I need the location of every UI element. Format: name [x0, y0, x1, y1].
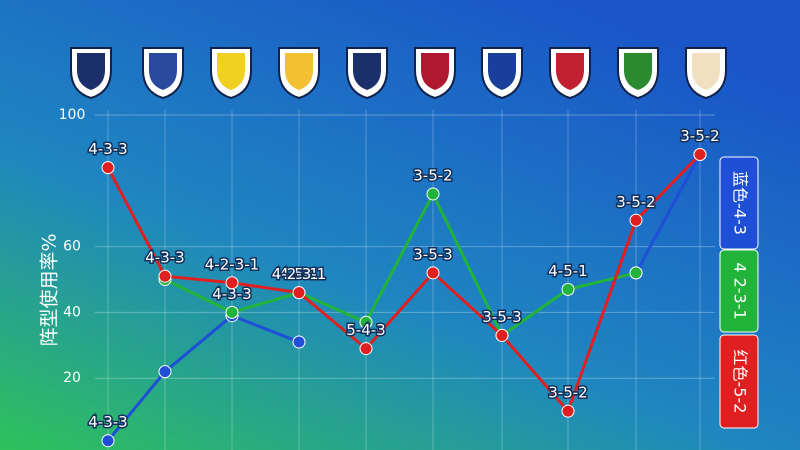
- data-point: [561, 282, 575, 296]
- data-point: [158, 365, 172, 379]
- legend-swatch: [719, 334, 759, 429]
- data-label: 4-3-3: [212, 285, 251, 303]
- data-label: 4-2-3-1: [272, 265, 326, 283]
- series-line: [164, 190, 637, 338]
- data-point: [359, 342, 373, 356]
- data-point: [292, 286, 306, 300]
- team-badge-inner: [353, 53, 381, 90]
- data-point: [359, 315, 373, 329]
- series-line: [106, 313, 300, 442]
- data-point: [292, 335, 306, 349]
- team-badge-inner: [77, 53, 105, 90]
- team-badges: [70, 47, 727, 100]
- series-line: [634, 153, 702, 274]
- series-line: [106, 153, 702, 415]
- team-badge-inner: [285, 53, 313, 90]
- data-label: 5-4-3: [346, 321, 385, 339]
- data-point: [101, 434, 115, 448]
- team-badge-inner: [692, 53, 720, 90]
- team-badge-inner: [421, 53, 449, 90]
- team-badge-inner: [556, 53, 584, 90]
- y-axis-label: 阵型使用率%: [39, 233, 61, 346]
- legend-swatch: [719, 249, 759, 333]
- team-badge-inner: [624, 53, 652, 90]
- data-label: 4-5-1: [279, 265, 318, 283]
- y-tick-label: 20: [63, 370, 81, 386]
- data-label: 4-3-3: [145, 249, 184, 267]
- legend-label: 红色-5-2: [731, 350, 750, 414]
- data-point: [693, 147, 707, 161]
- y-tick-label: 100: [59, 107, 86, 123]
- legend-swatch: [719, 156, 759, 250]
- data-point: [426, 187, 440, 201]
- team-badge-inner: [149, 53, 177, 90]
- data-label: 4-3-3: [88, 140, 127, 158]
- data-point: [426, 266, 440, 280]
- y-tick-label: 40: [63, 304, 81, 320]
- data-label: 4-5-1: [548, 262, 587, 280]
- team-badge-inner: [488, 53, 516, 90]
- data-point: [101, 161, 115, 175]
- data-label: 3-5-3: [413, 245, 452, 263]
- team-badge-inner: [217, 53, 245, 90]
- data-label: 4-3-3: [88, 413, 127, 431]
- data-point: [495, 328, 509, 342]
- data-point: [225, 305, 239, 319]
- data-point: [225, 276, 239, 290]
- data-label: 3-5-2: [616, 193, 655, 211]
- data-label: 3-5-2: [680, 127, 719, 145]
- legend-label: 4 2-3-1: [731, 262, 750, 319]
- data-label: 3-5-3: [482, 308, 521, 326]
- y-tick-label: 60: [63, 239, 81, 255]
- data-label: 3-5-2: [413, 166, 452, 184]
- data-label: 3-5-2: [548, 384, 587, 402]
- data-point: [561, 404, 575, 418]
- legend-label: 蓝色-4-3: [731, 171, 750, 235]
- data-point: [629, 213, 643, 227]
- data-point: [629, 266, 643, 280]
- data-point: [158, 269, 172, 283]
- data-label: 4-2-3-1: [205, 255, 259, 273]
